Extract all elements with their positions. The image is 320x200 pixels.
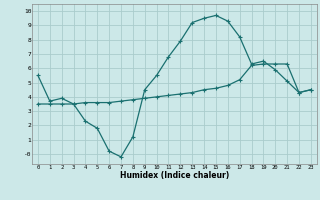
X-axis label: Humidex (Indice chaleur): Humidex (Indice chaleur) xyxy=(120,171,229,180)
